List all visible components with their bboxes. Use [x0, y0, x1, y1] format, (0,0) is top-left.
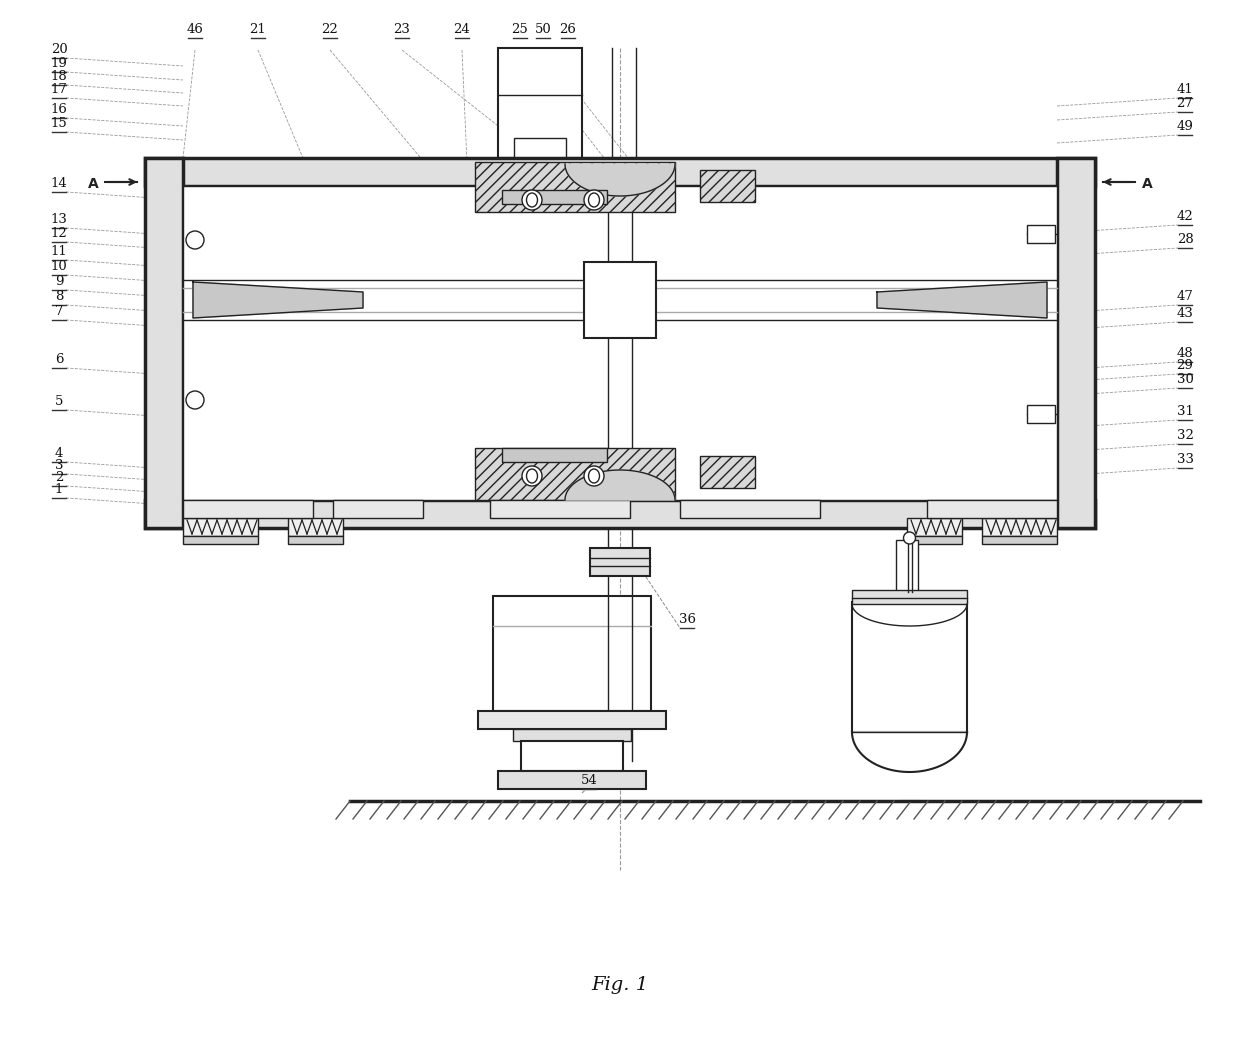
- Circle shape: [584, 190, 604, 210]
- Bar: [490, 500, 630, 518]
- Text: 4: 4: [55, 447, 63, 460]
- Bar: [521, 741, 622, 771]
- Text: 33: 33: [1177, 453, 1193, 467]
- Text: 43: 43: [1177, 306, 1193, 320]
- Bar: [680, 500, 820, 518]
- Bar: [897, 540, 918, 605]
- Bar: [513, 729, 631, 741]
- Polygon shape: [193, 282, 363, 318]
- Bar: [475, 448, 675, 500]
- Bar: [982, 518, 1056, 536]
- Text: 54: 54: [580, 774, 598, 787]
- Text: 46: 46: [186, 23, 203, 36]
- Bar: [477, 711, 666, 729]
- Text: 30: 30: [1177, 373, 1193, 386]
- Bar: [982, 536, 1056, 544]
- Bar: [1027, 225, 1055, 243]
- Circle shape: [186, 391, 205, 409]
- Text: 50: 50: [534, 23, 552, 36]
- Bar: [590, 548, 650, 576]
- Text: 1: 1: [55, 483, 63, 496]
- Text: 47: 47: [1177, 290, 1193, 303]
- Text: 14: 14: [51, 177, 67, 190]
- Text: 8: 8: [55, 290, 63, 303]
- Text: 28: 28: [1177, 233, 1193, 246]
- Bar: [852, 602, 967, 732]
- Text: 17: 17: [51, 83, 67, 96]
- Bar: [502, 190, 608, 204]
- Polygon shape: [565, 164, 675, 196]
- Text: 21: 21: [249, 23, 267, 36]
- Text: 15: 15: [51, 117, 67, 130]
- Bar: [502, 448, 608, 462]
- Text: 24: 24: [454, 23, 470, 36]
- Text: 49: 49: [1177, 120, 1193, 133]
- Bar: [1056, 158, 1095, 528]
- Bar: [852, 590, 967, 604]
- Text: 29: 29: [1177, 359, 1193, 372]
- Text: A: A: [88, 177, 98, 191]
- Text: 26: 26: [559, 23, 577, 36]
- Text: 12: 12: [51, 227, 67, 240]
- Bar: [1027, 405, 1055, 423]
- Text: 9: 9: [55, 275, 63, 288]
- Polygon shape: [565, 470, 675, 500]
- Bar: [288, 518, 343, 536]
- Bar: [498, 771, 646, 789]
- Circle shape: [186, 231, 205, 249]
- Bar: [701, 456, 755, 488]
- Text: 42: 42: [1177, 210, 1193, 223]
- Circle shape: [584, 467, 604, 486]
- Bar: [906, 536, 962, 544]
- Bar: [928, 500, 1056, 518]
- Text: 10: 10: [51, 260, 67, 273]
- Bar: [145, 158, 1095, 186]
- Bar: [184, 186, 1056, 500]
- Text: 7: 7: [55, 305, 63, 318]
- Bar: [184, 518, 258, 536]
- Bar: [584, 262, 656, 338]
- Text: Fig. 1: Fig. 1: [591, 976, 649, 994]
- Text: 22: 22: [321, 23, 339, 36]
- Bar: [906, 518, 962, 536]
- Bar: [184, 500, 312, 518]
- Text: 16: 16: [51, 103, 67, 116]
- Bar: [494, 596, 651, 711]
- Text: 27: 27: [1177, 97, 1193, 110]
- Bar: [701, 170, 755, 202]
- Bar: [145, 158, 184, 528]
- Text: 5: 5: [55, 395, 63, 408]
- Text: 23: 23: [393, 23, 410, 36]
- Circle shape: [522, 190, 542, 210]
- Text: 11: 11: [51, 245, 67, 258]
- Text: 36: 36: [678, 613, 696, 626]
- Bar: [475, 162, 675, 212]
- Bar: [288, 536, 343, 544]
- Bar: [184, 536, 258, 544]
- Text: 31: 31: [1177, 405, 1193, 418]
- Text: 20: 20: [51, 43, 67, 56]
- Text: 18: 18: [51, 70, 67, 83]
- Text: 32: 32: [1177, 429, 1193, 442]
- Bar: [498, 48, 582, 158]
- Polygon shape: [852, 732, 967, 772]
- Text: 19: 19: [51, 56, 67, 70]
- Text: 41: 41: [1177, 83, 1193, 96]
- Bar: [515, 138, 565, 160]
- Text: 3: 3: [55, 459, 63, 472]
- Bar: [184, 280, 1056, 320]
- Text: 13: 13: [51, 213, 67, 226]
- Circle shape: [522, 467, 542, 486]
- Bar: [145, 500, 1095, 528]
- Text: 2: 2: [55, 471, 63, 484]
- Text: 48: 48: [1177, 347, 1193, 360]
- Text: A: A: [1142, 177, 1152, 191]
- Circle shape: [904, 532, 915, 544]
- Text: 25: 25: [512, 23, 528, 36]
- Bar: [334, 500, 423, 518]
- Polygon shape: [877, 282, 1047, 318]
- Text: 6: 6: [55, 353, 63, 366]
